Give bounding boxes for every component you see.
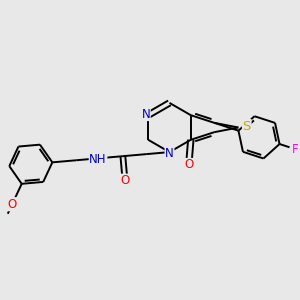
Text: S: S [243, 119, 251, 133]
Text: O: O [185, 158, 194, 172]
Text: O: O [8, 198, 17, 211]
Text: N: N [141, 107, 150, 121]
Text: F: F [292, 142, 298, 156]
Text: N: N [165, 147, 174, 161]
Text: O: O [120, 174, 130, 187]
Text: NH: NH [89, 153, 107, 166]
